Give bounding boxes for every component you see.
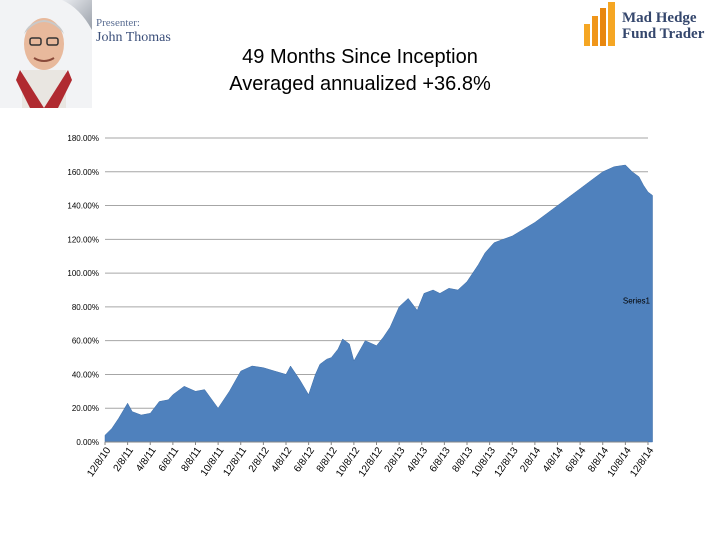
brand-name: Mad Hedge Fund Trader [622, 10, 704, 42]
x-tick-label: 2/8/11 [112, 445, 137, 474]
series1-area [104, 164, 653, 443]
performance-area-chart: 0.00% 20.00% 40.00% 60.00% 80.00% 100.00% 120.… [67, 134, 656, 479]
x-tick-label: 6/8/11 [157, 445, 182, 474]
chart-title-block: 49 Months Since Inception Averaged annua… [170, 44, 550, 98]
brand-line2: Fund Trader [622, 26, 705, 42]
presenter-label: Presenter: [96, 17, 140, 29]
x-tick-label: 12/8/12 [357, 445, 385, 479]
x-tick-label: 12/8/14 [628, 445, 656, 479]
y-tick-label: 180.00% [67, 134, 99, 143]
y-tick-label: 140.00% [67, 202, 99, 211]
x-tick-label: 12/8/11 [221, 445, 249, 478]
x-tick-label: 2/8/12 [247, 445, 272, 474]
x-tick-label: 4/8/12 [269, 445, 294, 474]
x-tick-label: 6/8/13 [428, 445, 453, 474]
x-tick-label: 6/8/14 [564, 445, 589, 474]
y-tick-label: 80.00% [72, 303, 99, 312]
header-band: Presenter: John Thomas Mad Hedge Fund Tr… [0, 0, 720, 110]
x-tick-label: 6/8/12 [292, 445, 317, 474]
chart-subtitle: Averaged annualized +36.8% [229, 73, 491, 95]
chart-title: 49 Months Since Inception [242, 46, 478, 68]
legend-series1: Series1 [623, 297, 651, 306]
x-tick-label: 4/8/11 [134, 445, 159, 474]
brand-line1: Mad Hedge [622, 10, 697, 26]
x-tick-label: 12/8/13 [493, 445, 521, 479]
y-tick-label: 0.00% [76, 438, 99, 447]
y-tick-label: 120.00% [67, 235, 99, 244]
presenter-name: John Thomas [96, 30, 171, 45]
brand-logo-icon [584, 2, 615, 46]
x-tick-label: 4/8/14 [541, 445, 566, 474]
y-tick-label: 40.00% [72, 370, 99, 379]
x-tick-label: 4/8/13 [405, 445, 430, 474]
y-tick-label: 60.00% [72, 337, 99, 346]
y-tick-label: 160.00% [67, 168, 99, 177]
presenter-photo [0, 0, 92, 108]
x-tick-label: 2/8/13 [383, 445, 408, 474]
x-tick-label: 2/8/14 [518, 445, 543, 474]
y-tick-label: 100.00% [67, 269, 99, 278]
y-tick-label: 20.00% [72, 404, 99, 413]
x-tick-label: 12/8/10 [85, 445, 113, 479]
